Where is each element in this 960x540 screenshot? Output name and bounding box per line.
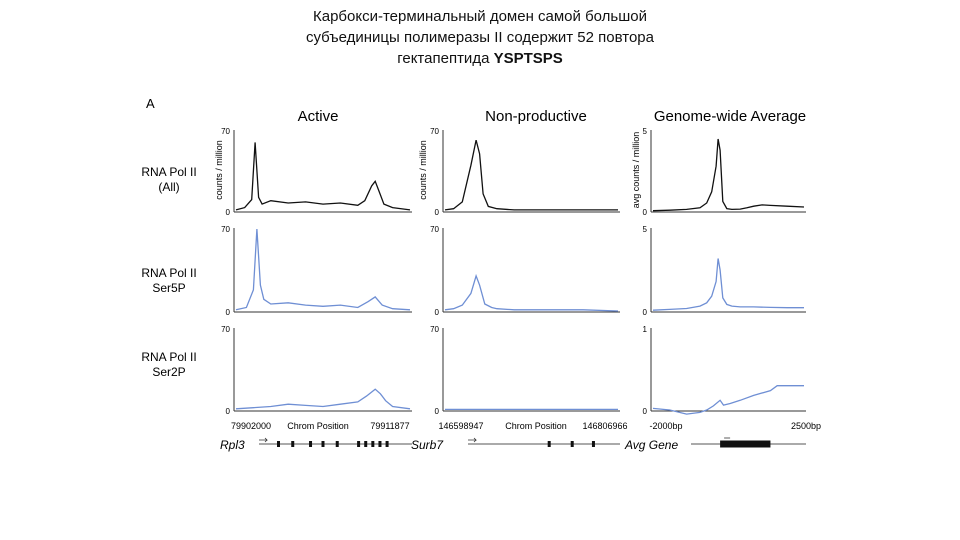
ytick-max-genome-wide-average-rna-pol-ii-ser2p: 1 xyxy=(643,325,648,334)
exon-rpl3-10 xyxy=(385,441,389,447)
series-line-active-rna-pol-ii-all xyxy=(235,142,411,211)
ytick-max-genome-wide-average-rna-pol-ii-all: 5 xyxy=(643,127,648,136)
xend-active: 79911877 xyxy=(370,421,409,431)
tss-arrow-surb7 xyxy=(468,437,477,443)
ytick-min-non-productive-rna-pol-ii-all: 0 xyxy=(435,208,440,217)
ytick-min-active-rna-pol-ii-ser2p: 0 xyxy=(226,407,231,416)
exon-rpl3-8 xyxy=(371,441,375,447)
exon-surb7-1 xyxy=(547,441,551,447)
row-label-ser2p-line1: RNA Pol II xyxy=(141,350,196,364)
slide-title-line-1: Карбокси-терминальный домен самой большо… xyxy=(312,8,647,25)
ytick-min-genome-wide-average-rna-pol-ii-ser2p: 0 xyxy=(643,407,648,416)
series-line-genome-wide-average-rna-pol-ii-all xyxy=(652,138,805,212)
ytick-max-active-rna-pol-ii-all: 70 xyxy=(221,127,230,136)
series-line-non-productive-rna-pol-ii-all xyxy=(444,139,618,211)
ytick-max-non-productive-rna-pol-ii-all: 70 xyxy=(430,127,439,136)
column-title-active: Active xyxy=(298,108,339,125)
ytick-min-active-rna-pol-ii-ser5p: 0 xyxy=(226,308,231,317)
series-line-active-rna-pol-ii-ser5p xyxy=(235,228,411,311)
row-label-ser5p-line2: Ser5P xyxy=(152,281,185,295)
row-label-ser5p-line1: RNA Pol II xyxy=(141,266,196,280)
xend-nonproductive: 146806966 xyxy=(582,421,627,431)
exon-rpl3-9 xyxy=(378,441,382,447)
gene-body-avg-gene xyxy=(720,440,771,448)
slide-title-bold: YSPTSPS xyxy=(493,50,563,67)
series-line-genome-wide-average-rna-pol-ii-ser2p xyxy=(652,385,804,415)
xstart-nonproductive: 146598947 xyxy=(438,421,483,431)
xlabel-nonproductive: Chrom Position xyxy=(505,421,567,431)
slide-title-line-3: гектапептида YSPTSPS xyxy=(397,50,563,67)
exon-rpl3-1 xyxy=(277,441,280,447)
exon-rpl3-6 xyxy=(357,441,361,447)
gene-name-surb7: Surb7 xyxy=(411,438,444,452)
xstart-genome-average: -2000bp xyxy=(649,421,682,431)
ytick-max-active-rna-pol-ii-ser2p: 70 xyxy=(221,325,230,334)
ytick-max-non-productive-rna-pol-ii-ser5p: 70 xyxy=(430,225,439,234)
ytick-min-genome-wide-average-rna-pol-ii-all: 0 xyxy=(643,208,648,217)
xstart-active: 79902000 xyxy=(231,421,271,431)
column-title-nonproductive: Non-productive xyxy=(485,108,587,125)
ytick-max-non-productive-rna-pol-ii-ser2p: 70 xyxy=(430,325,439,334)
slide-title: Карбокси-терминальный домен самой большо… xyxy=(190,6,770,69)
tss-arrow-rpl3 xyxy=(259,437,268,443)
slide-title-line-2: субъединицы полимеразы II содержит 52 по… xyxy=(305,29,654,46)
ytick-min-genome-wide-average-rna-pol-ii-ser5p: 0 xyxy=(643,308,648,317)
row-label-all-line2: (All) xyxy=(158,180,179,194)
ytick-min-non-productive-rna-pol-ii-ser2p: 0 xyxy=(435,407,440,416)
exon-surb7-3 xyxy=(591,441,595,447)
ylabel-nonproductive: counts / million xyxy=(418,140,428,200)
ytick-max-genome-wide-average-rna-pol-ii-ser5p: 5 xyxy=(643,225,648,234)
gene-name-rpl3: Rpl3 xyxy=(220,438,245,452)
ytick-min-active-rna-pol-ii-all: 0 xyxy=(226,208,231,217)
row-label-all-line1: RNA Pol II xyxy=(141,165,196,179)
series-line-non-productive-rna-pol-ii-ser5p xyxy=(444,273,619,312)
series-line-active-rna-pol-ii-ser2p xyxy=(235,388,411,410)
row-label-ser2p-line2: Ser2P xyxy=(152,365,185,379)
panel-letter: A xyxy=(146,96,155,111)
xend-genome-average: 2500bp xyxy=(791,421,821,431)
exon-rpl3-4 xyxy=(321,441,325,447)
gene-name-avg-gene: Avg Gene xyxy=(624,438,678,452)
ytick-min-non-productive-rna-pol-ii-ser5p: 0 xyxy=(435,308,440,317)
exon-rpl3-3 xyxy=(309,441,313,447)
ylabel-genome-average: avg counts / million xyxy=(631,132,641,209)
ylabel-active: counts / million xyxy=(214,140,224,200)
xlabel-active: Chrom Position xyxy=(287,421,349,431)
series-line-genome-wide-average-rna-pol-ii-ser5p xyxy=(652,258,804,311)
ytick-max-active-rna-pol-ii-ser5p: 70 xyxy=(221,225,230,234)
exon-rpl3-2 xyxy=(291,441,295,447)
exon-rpl3-5 xyxy=(335,441,339,447)
column-title-genome-average: Genome-wide Average xyxy=(654,108,806,125)
exon-surb7-2 xyxy=(570,441,574,447)
exon-rpl3-7 xyxy=(364,441,368,447)
